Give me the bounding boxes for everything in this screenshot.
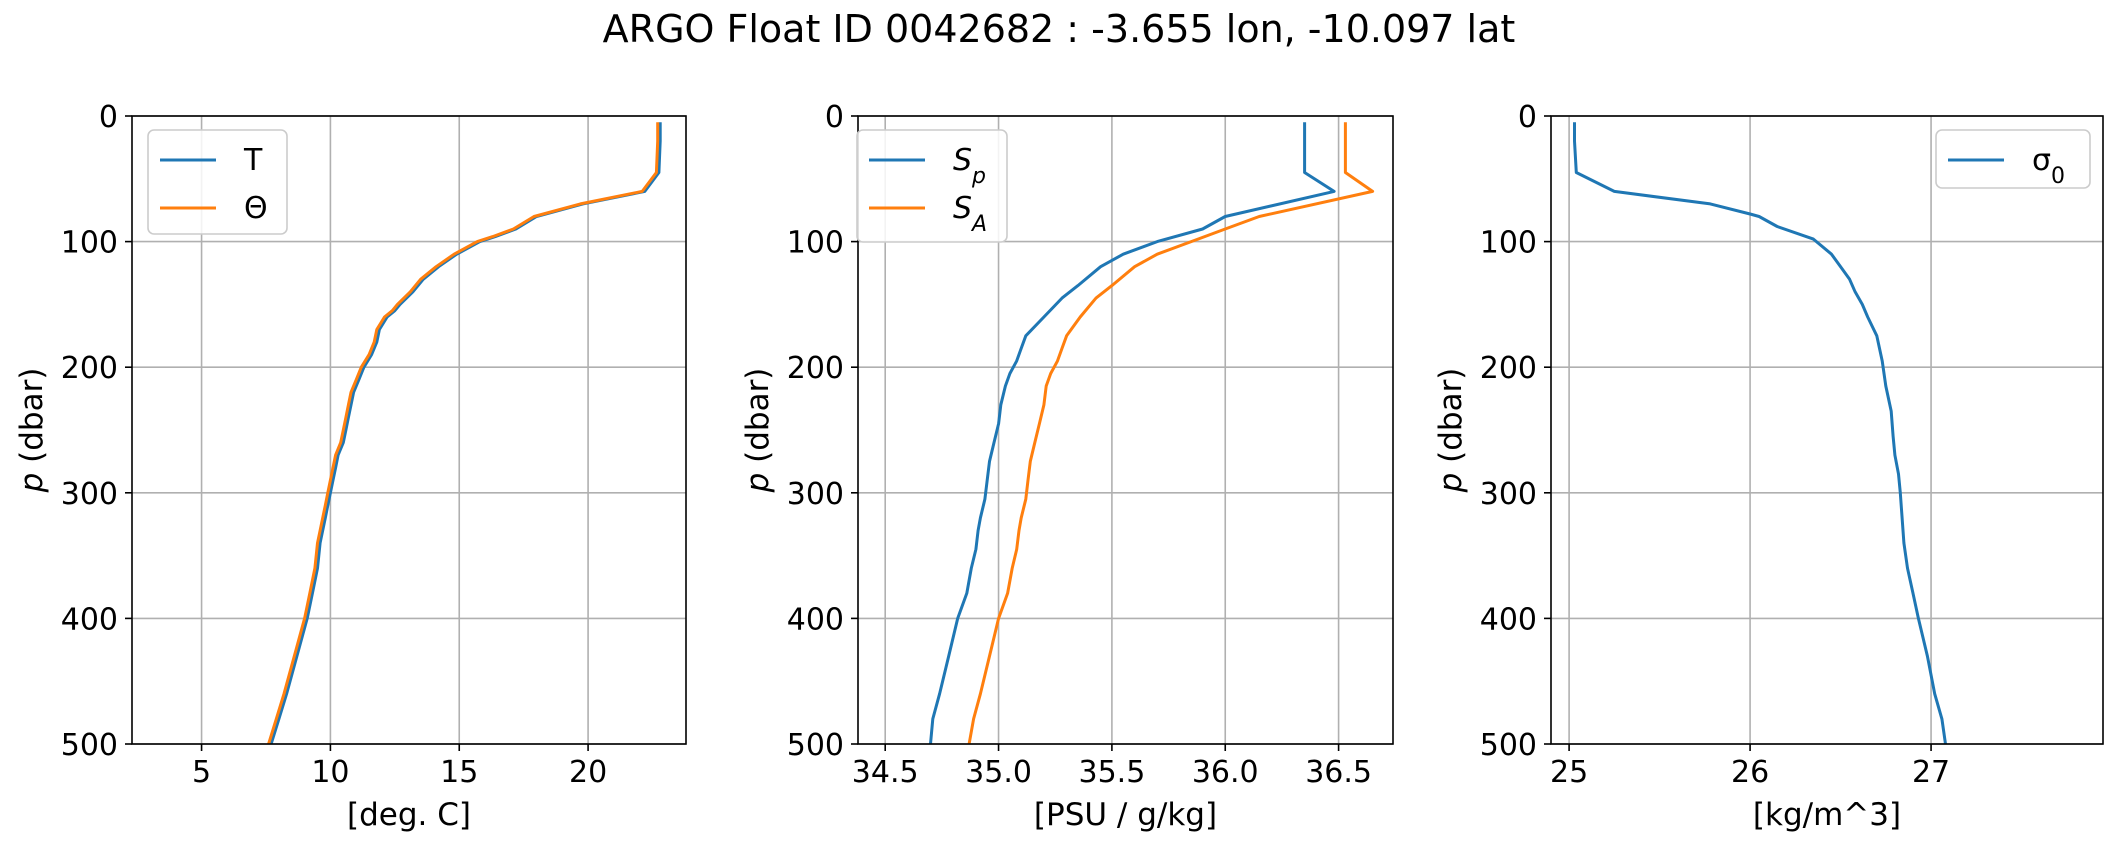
legend-label: Sp [953, 143, 986, 189]
y-axis-label: p (dbar) [14, 368, 50, 494]
y-tick-label: 400 [787, 602, 844, 637]
series-line-sa [967, 122, 1375, 745]
series-line-t [269, 122, 662, 745]
x-tick-label: 26 [1731, 755, 1769, 790]
series-line-sp [929, 122, 1336, 745]
y-tick-label: 300 [61, 477, 118, 512]
axes-frame [857, 115, 1394, 745]
y-tick-label: 400 [61, 602, 118, 637]
y-tick-label: 200 [787, 351, 844, 386]
y-tick-label: 500 [1480, 728, 1537, 763]
x-tick-label: 20 [569, 755, 607, 790]
legend-label: T [243, 143, 263, 178]
series-line-0 [1573, 122, 1947, 745]
y-axis-label: p (dbar) [740, 368, 776, 494]
legend: TΘ [147, 129, 288, 235]
y-tick-label: 500 [787, 728, 844, 763]
legend-label: σ0 [2032, 143, 2065, 189]
y-tick-label: 0 [1518, 100, 1537, 135]
x-tick-label: 25 [1550, 755, 1588, 790]
axes-frame [131, 115, 687, 745]
x-tick-label: 35.5 [1078, 755, 1145, 790]
x-tick-label: 35.0 [965, 755, 1032, 790]
legend-label: SA [953, 191, 987, 237]
y-tick-label: 200 [1480, 351, 1537, 386]
y-tick-label: 100 [61, 226, 118, 261]
x-tick-label: 5 [192, 755, 211, 790]
y-tick-label: 0 [99, 100, 118, 135]
legend-label: Θ [244, 191, 268, 226]
x-tick-label: 10 [311, 755, 349, 790]
figure-title: ARGO Float ID 0042682 : -3.655 lon, -10.… [603, 7, 1516, 51]
y-tick-label: 100 [1480, 226, 1537, 261]
x-axis-label: [PSU / g/kg] [1034, 797, 1217, 833]
legend-box [856, 129, 1008, 243]
x-tick-label: 34.5 [852, 755, 919, 790]
y-tick-label: 400 [1480, 602, 1537, 637]
x-axis-label: [deg. C] [347, 797, 471, 833]
y-tick-label: 0 [825, 100, 844, 135]
y-tick-label: 300 [1480, 477, 1537, 512]
y-tick-label: 500 [61, 728, 118, 763]
y-tick-label: 100 [787, 226, 844, 261]
x-tick-label: 27 [1912, 755, 1950, 790]
series-line- [267, 122, 660, 745]
legend-box [1935, 129, 2091, 189]
x-axis-label: [kg/m^3] [1753, 797, 1901, 833]
grid [1551, 115, 2103, 745]
subplot-2: 34.5 35.0 35.5 36.0 36.5 0 100 200 300 400 500 [PSU… [740, 100, 1394, 833]
y-tick-label: 300 [787, 477, 844, 512]
y-axis-label: p (dbar) [1433, 368, 1469, 494]
y-tick-label: 200 [61, 351, 118, 386]
legend: σ0 [1935, 129, 2091, 189]
x-tick-label: 15 [440, 755, 478, 790]
x-tick-label: 36.0 [1192, 755, 1259, 790]
x-tick-label: 36.5 [1305, 755, 1372, 790]
subplot-3: 25 26 27 0 100 200 300 400 500 [kg/m^3] p (dbar) σ0 [1433, 100, 2104, 833]
axes-frame [1550, 115, 2104, 745]
